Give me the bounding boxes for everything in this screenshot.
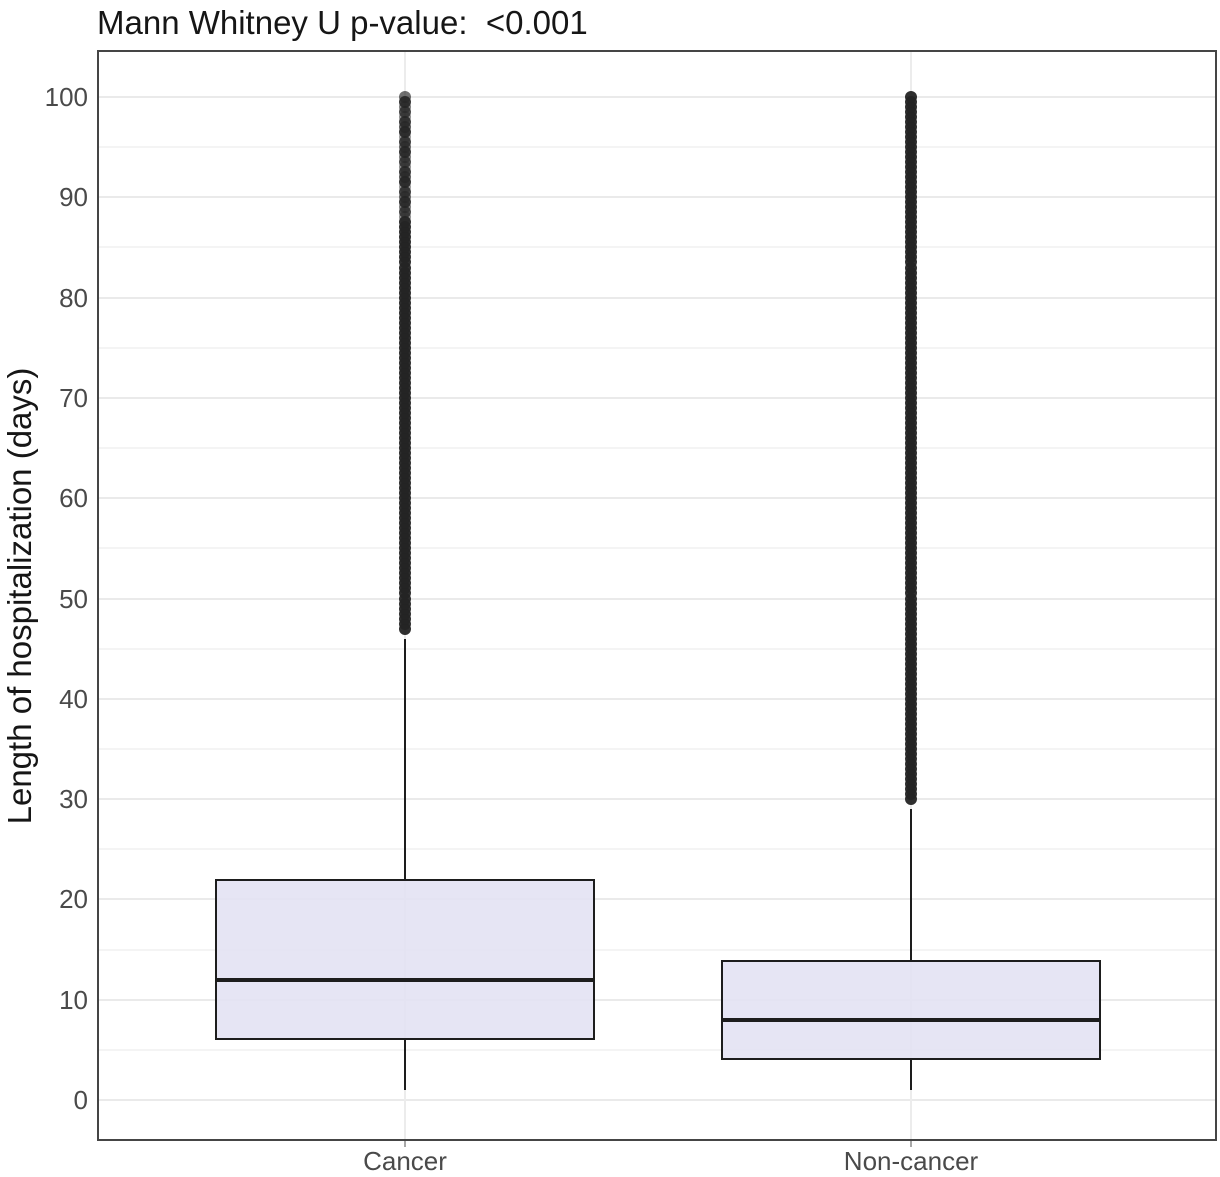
whisker-upper-cancer <box>404 638 406 880</box>
y-gridline-minor <box>99 747 1215 750</box>
y-tick-label: 30 <box>59 784 88 815</box>
y-tick-label: 100 <box>44 82 88 112</box>
chart-title: Mann Whitney U p-value: <0.001 <box>97 4 588 41</box>
y-gridline-minor <box>99 447 1215 450</box>
y-gridline-minor <box>99 1048 1215 1051</box>
whisker-upper-non-cancer <box>910 809 912 960</box>
y-gridline-minor <box>99 848 1215 851</box>
y-tick-label: 70 <box>59 382 88 413</box>
y-gridline-minor <box>99 647 1215 650</box>
median-line-cancer <box>215 977 595 982</box>
y-gridline-minor <box>99 146 1215 149</box>
box-cancer <box>215 879 595 1040</box>
y-gridline-major <box>99 497 1215 500</box>
y-tick-label: 20 <box>59 884 88 915</box>
y-tick-label: 60 <box>59 483 88 514</box>
whisker-lower-non-cancer <box>910 1059 912 1090</box>
outlier-dot <box>399 136 411 149</box>
box-non-cancer <box>721 959 1101 1060</box>
y-gridline-minor <box>99 246 1215 249</box>
y-gridline-minor <box>99 346 1215 349</box>
y-tick-label: 40 <box>59 683 88 714</box>
outlier-dot <box>399 91 411 103</box>
x-tick-mark <box>910 1141 912 1147</box>
x-tick-label: Non-cancer <box>843 1146 979 1176</box>
y-tick-label: 80 <box>59 282 88 313</box>
x-tick-label: Cancer <box>363 1146 447 1176</box>
y-tick-label: 90 <box>59 182 88 213</box>
y-gridline-minor <box>99 948 1215 951</box>
y-gridline-major <box>99 697 1215 700</box>
y-gridline-major <box>99 798 1215 801</box>
whisker-lower-cancer <box>404 1039 406 1090</box>
plot-panel <box>97 50 1217 1141</box>
y-gridline-major <box>99 396 1215 399</box>
y-tick-label: 50 <box>59 583 88 614</box>
outlier-dot <box>905 91 917 103</box>
y-gridline-major <box>99 196 1215 199</box>
y-gridline-major <box>99 898 1215 901</box>
outlier-dot <box>399 186 411 199</box>
y-gridline-major <box>99 998 1215 1001</box>
y-tick-label: 10 <box>59 984 88 1015</box>
y-gridline-major <box>99 296 1215 299</box>
median-line-non-cancer <box>721 1017 1101 1022</box>
y-gridline-major <box>99 597 1215 600</box>
y-tick-label: 0 <box>73 1085 88 1115</box>
x-tick-mark <box>404 1141 406 1147</box>
y-gridline-major <box>99 1099 1215 1101</box>
y-gridline-major <box>99 96 1215 98</box>
y-gridline-minor <box>99 547 1215 550</box>
